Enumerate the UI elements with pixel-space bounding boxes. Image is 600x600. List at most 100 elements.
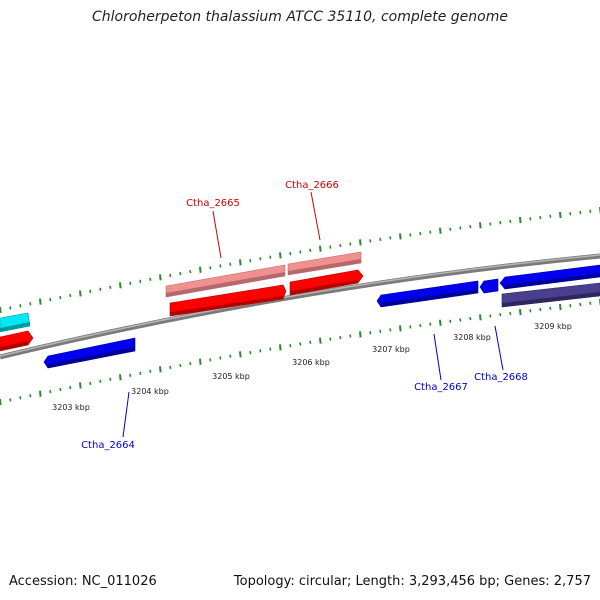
outer-tick	[159, 274, 162, 281]
inner-tick	[349, 334, 352, 338]
outer-tick	[349, 242, 352, 246]
outer-tick	[439, 227, 442, 234]
inner-tick	[359, 331, 362, 338]
genome-backbone-highlight	[0, 254, 600, 357]
inner-tick	[29, 394, 32, 398]
outer-tick	[559, 211, 562, 219]
gene-label[interactable]: Ctha_2666	[285, 180, 339, 191]
inner-tick	[409, 325, 412, 329]
outer-tick	[219, 264, 222, 268]
outer-tick	[519, 216, 522, 224]
outer-tick	[179, 271, 182, 276]
scale-label: 3204 kbp	[131, 387, 169, 396]
inner-tick	[389, 328, 392, 332]
gene-label-leader	[310, 191, 321, 241]
scale-labels: 3203 kbp 3204 kbp 3205 kbp 3206 kbp 3207 kbp…	[52, 322, 572, 412]
gene-label[interactable]: Ctha_2664	[81, 440, 135, 451]
inner-tick	[99, 379, 102, 383]
inner-tick	[139, 371, 142, 375]
outer-tick	[299, 250, 302, 254]
genome-summary-text: Topology: circular; Length: 3,293,456 bp…	[233, 574, 591, 589]
outer-tick	[319, 245, 322, 252]
outer-tick	[269, 255, 272, 259]
inner-tick	[289, 344, 292, 348]
gene-label-leader	[433, 333, 442, 381]
outer-tick	[169, 273, 172, 278]
scale-label: 3207 kbp	[372, 345, 410, 354]
outer-tick	[239, 259, 242, 266]
inner-tick	[149, 369, 152, 374]
outer-tick	[79, 290, 82, 297]
inner-tick-ring	[0, 299, 600, 406]
outer-tick	[49, 297, 52, 302]
outer-tick	[249, 258, 252, 263]
gene-label-leader	[494, 325, 504, 371]
outer-tick	[539, 215, 542, 220]
inner-tick	[189, 361, 192, 366]
gene-label[interactable]: Ctha_2667	[414, 382, 468, 393]
inner-tick	[559, 303, 562, 311]
outer-tick	[369, 239, 372, 243]
inner-tick	[449, 319, 452, 324]
inner-tick	[179, 363, 182, 368]
inner-tick	[429, 322, 432, 326]
gene-ctha-2665-light-shade	[166, 272, 285, 297]
genome-backbone	[0, 253, 600, 360]
outer-tick	[309, 248, 312, 253]
outer-tick	[549, 214, 552, 218]
outer-tick	[9, 306, 12, 310]
inner-tick	[9, 398, 12, 402]
inner-tick	[209, 358, 212, 362]
inner-tick	[529, 309, 532, 313]
inner-tick	[19, 396, 22, 400]
inner-tick	[229, 354, 232, 358]
inner-tick	[539, 307, 542, 312]
outer-tick	[429, 230, 432, 234]
outer-tick	[409, 233, 412, 237]
inner-tick	[169, 365, 172, 370]
scale-label: 3209 kbp	[534, 322, 572, 331]
gene-ctha-2664-shade	[48, 347, 135, 368]
inner-tick	[249, 350, 252, 355]
outer-tick	[229, 262, 232, 266]
gene-cyan-partial-shade	[0, 322, 30, 332]
inner-tick	[39, 390, 42, 397]
inner-tick	[379, 329, 382, 334]
outer-tick	[529, 217, 532, 221]
outer-tick	[59, 295, 62, 300]
inner-tick	[89, 381, 92, 386]
outer-tick-ring	[0, 207, 600, 314]
outer-tick	[509, 219, 512, 224]
inner-tick	[439, 319, 442, 326]
gene-ctha-2667-shade	[381, 289, 478, 307]
gene-ctha-2665-shade	[170, 296, 283, 316]
scale-label: 3203 kbp	[52, 403, 90, 412]
inner-tick	[199, 358, 202, 365]
outer-tick	[329, 245, 332, 249]
gene-label[interactable]: Ctha_2665	[186, 198, 240, 209]
outer-tick	[469, 224, 472, 229]
inner-tick	[319, 337, 322, 344]
outer-tick	[149, 277, 152, 282]
scale-label: 3206 kbp	[292, 358, 330, 367]
outer-tick	[289, 252, 292, 256]
gene-ctha-2666-shade	[290, 280, 358, 295]
outer-tick	[419, 231, 422, 236]
inner-tick	[79, 382, 82, 389]
outer-tick	[359, 239, 362, 246]
genome-title: Chloroherpeton thalassium ATCC 35110, co…	[92, 9, 508, 25]
gene-label[interactable]: Ctha_2668	[474, 372, 528, 383]
inner-tick	[419, 323, 422, 328]
outer-tick	[29, 302, 32, 306]
inner-tick	[309, 340, 312, 345]
outer-tick	[499, 221, 502, 225]
gene-red-partial-shade	[0, 341, 28, 351]
scale-label: 3208 kbp	[453, 333, 491, 342]
inner-tick	[129, 373, 132, 377]
gene-ctha-2668[interactable]	[479, 278, 499, 294]
inner-tick	[259, 349, 262, 353]
outer-tick	[69, 293, 72, 298]
outer-tick	[339, 243, 342, 248]
outer-tick	[39, 298, 42, 305]
